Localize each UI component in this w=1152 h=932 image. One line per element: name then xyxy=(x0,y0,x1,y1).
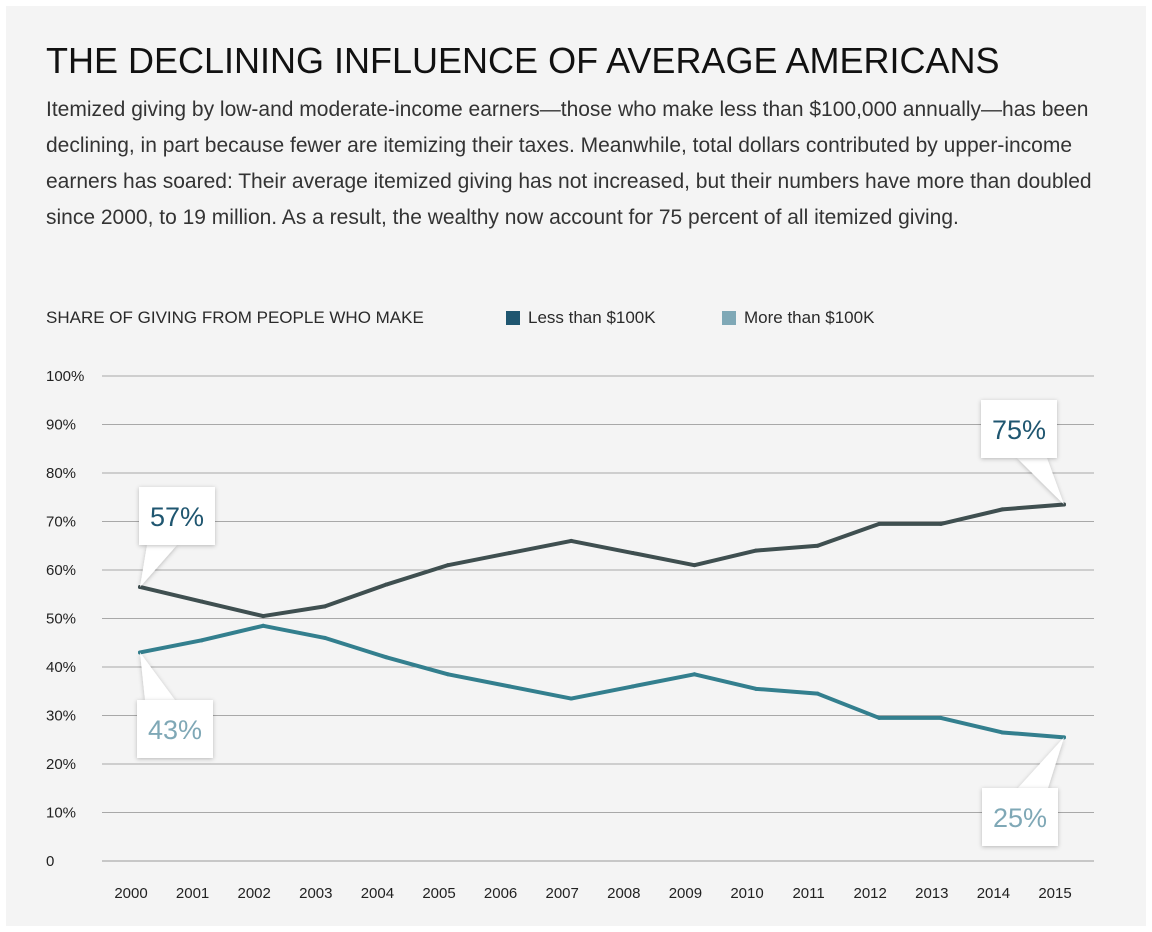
y-tick-label: 40% xyxy=(46,659,76,676)
data-point xyxy=(507,551,512,556)
data-point xyxy=(692,563,697,568)
legend-label-more-100k: More than $100K xyxy=(744,308,875,327)
callout-pointer xyxy=(140,545,177,587)
x-tick-label: 2000 xyxy=(114,885,147,902)
data-point xyxy=(569,538,574,543)
legend-heading: SHARE OF GIVING FROM PEOPLE WHO MAKE xyxy=(46,308,424,327)
callout-label: 25% xyxy=(993,803,1047,833)
series-line-1 xyxy=(138,623,1066,740)
legend-label-less-100k: Less than $100K xyxy=(528,308,656,327)
data-point xyxy=(692,672,697,677)
y-tick-label: 80% xyxy=(46,465,76,482)
data-point xyxy=(384,582,389,587)
data-point xyxy=(507,684,512,689)
data-point xyxy=(877,521,882,526)
data-point xyxy=(569,696,574,701)
callout-box xyxy=(981,400,1057,458)
data-point xyxy=(938,521,943,526)
callout-box xyxy=(982,788,1058,846)
y-tick-label: 100% xyxy=(46,368,84,385)
callout-label: 75% xyxy=(992,415,1046,445)
x-tick-label: 2002 xyxy=(238,885,271,902)
x-tick-label: 2015 xyxy=(1038,885,1071,902)
x-tick-label: 2003 xyxy=(299,885,332,902)
x-tick-label: 2011 xyxy=(792,885,824,902)
callout-pointer xyxy=(1017,458,1064,505)
data-point xyxy=(261,614,266,619)
y-tick-label: 20% xyxy=(46,756,76,773)
chart-subtitle: Itemized giving by low-and moderate-inco… xyxy=(46,98,1092,229)
callout-box xyxy=(139,487,215,545)
x-tick-label: 2009 xyxy=(669,885,702,902)
data-point xyxy=(261,623,266,628)
x-tick-label: 2010 xyxy=(730,885,763,902)
data-point xyxy=(199,599,204,604)
x-tick-label: 2005 xyxy=(422,885,455,902)
data-point xyxy=(630,551,635,556)
legend-swatch-less-100k xyxy=(506,311,520,325)
x-tick-label: 2004 xyxy=(361,885,394,902)
y-tick-label: 30% xyxy=(46,708,76,725)
y-tick-label: 90% xyxy=(46,417,76,434)
legend-swatch-more-100k xyxy=(722,311,736,325)
data-point xyxy=(815,543,820,548)
data-point xyxy=(446,672,450,677)
x-tick-label: 2012 xyxy=(854,885,887,902)
data-point xyxy=(754,548,758,553)
chart-title: THE DECLINING INFLUENCE OF AVERAGE AMERI… xyxy=(46,40,1000,81)
data-point xyxy=(199,638,204,643)
series-line-0 xyxy=(138,502,1066,619)
data-point xyxy=(384,655,389,660)
data-point xyxy=(322,635,327,640)
y-tick-label: 70% xyxy=(46,514,76,531)
callout-pointer xyxy=(1018,737,1064,788)
x-tick-label: 2001 xyxy=(176,885,209,902)
data-point xyxy=(1000,507,1005,512)
data-point xyxy=(938,715,943,720)
callout-label: 57% xyxy=(150,502,204,532)
callout-box xyxy=(137,700,213,758)
data-point xyxy=(754,686,758,691)
y-tick-label: 0 xyxy=(46,853,54,870)
x-tick-label: 2007 xyxy=(546,885,579,902)
data-point xyxy=(1000,730,1005,735)
legend-item-less-100k: Less than $100K xyxy=(506,308,656,328)
x-tick-label: 2013 xyxy=(915,885,948,902)
data-point xyxy=(877,715,882,720)
y-tick-label: 60% xyxy=(46,562,76,579)
x-tick-label: 2006 xyxy=(484,885,517,902)
callout-label: 43% xyxy=(148,715,202,745)
y-tick-label: 50% xyxy=(46,611,76,628)
data-point xyxy=(815,691,820,696)
data-point xyxy=(446,563,450,568)
callout-pointer xyxy=(140,652,175,700)
legend-item-more-100k: More than $100K xyxy=(722,308,874,328)
x-tick-label: 2014 xyxy=(977,885,1010,902)
y-tick-label: 10% xyxy=(46,805,76,822)
x-tick-label: 2008 xyxy=(607,885,640,902)
data-point xyxy=(630,684,635,689)
data-point xyxy=(322,604,327,609)
chart-panel xyxy=(6,6,1146,926)
